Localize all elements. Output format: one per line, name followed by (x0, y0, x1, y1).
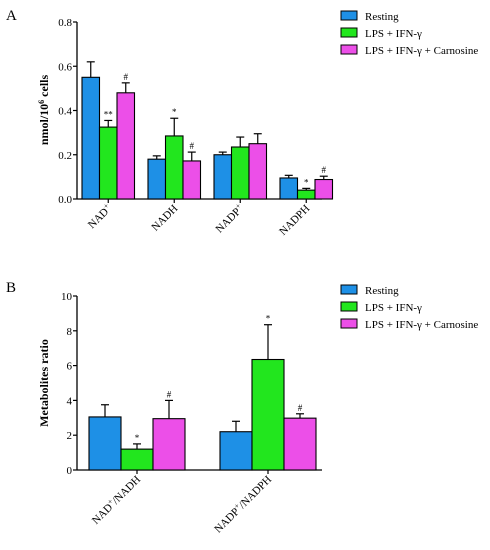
panel-b-bar (251, 358, 285, 471)
panel-b-significance-mark: # (167, 389, 172, 399)
panel-a-x-tick-label: NADP+ (212, 201, 247, 236)
panel-a-legend-swatch (340, 27, 358, 38)
panel-a-bar (314, 178, 334, 200)
panel-a-bar (213, 154, 233, 200)
panel-a-bar (81, 76, 101, 200)
panel-b-significance-mark: * (135, 433, 140, 443)
panel-a-plot: 0.0 0.2 0.4 0.6 0.8 NAD+ NADH NADP+ NADPH ** # * # * # (58, 17, 334, 238)
panel-b-bar (120, 448, 154, 471)
panel-b-y-tick-label: 8 (67, 326, 73, 338)
panel-a-y-tick-label: 0.4 (58, 106, 72, 118)
panel-a-legend-label: LPS + IFN-γ + Carnosine (365, 45, 478, 57)
panel-a-bar (279, 177, 299, 200)
panel-a-y-axis-label: nmol/106 cells (37, 75, 52, 146)
panel-a-legend: Resting LPS + IFN-γ LPS + IFN-γ + Carnosin… (340, 10, 478, 57)
panel-b-legend-label: LPS + IFN-γ + Carnosine (365, 319, 478, 331)
panel-b-bar (219, 431, 253, 471)
panel-b-plot: 0 2 4 6 8 10 NAD+/NADH NADP+/NADPH * # * # (61, 291, 322, 535)
panel-b-significance-mark: * (266, 314, 271, 324)
panel-b: B Metabolites ratio 0 2 4 6 8 10 NAD+/NADH NADP… (6, 280, 478, 535)
panel-b-bar (152, 418, 186, 471)
panel-b-y-tick-label: 4 (67, 395, 73, 407)
panel-a-y-tick-label: 0.2 (58, 150, 72, 162)
panel-a-x-tick-label: NADH (149, 203, 180, 234)
panel-a-bar (182, 160, 202, 200)
panel-b-legend-label: LPS + IFN-γ (365, 302, 422, 314)
panel-a-legend-label: Resting (365, 11, 399, 23)
panel-a-bar (116, 92, 136, 200)
panel-b-y-tick-label: 6 (67, 361, 73, 373)
panel-b-legend: Resting LPS + IFN-γ LPS + IFN-γ + Carnosin… (340, 284, 478, 331)
panel-b-label: B (6, 280, 16, 296)
panel-a-bar (296, 189, 316, 200)
panel-a-label: A (6, 8, 17, 24)
panel-b-significance-mark: # (298, 403, 303, 413)
panel-b-y-tick-label: 10 (61, 291, 73, 303)
panel-a-bar (248, 143, 268, 200)
panel-b-bar (283, 417, 317, 471)
panel-b-y-axis-label: Metabolites ratio (37, 339, 51, 427)
panel-a-significance-mark: * (304, 177, 309, 187)
panel-a-x-tick-label: NAD+ (84, 201, 115, 232)
panel-b-legend-swatch (340, 318, 358, 329)
panel-a-x-tick-label: NADPH (277, 203, 312, 238)
panel-b-x-tick-label: NAD+/NADH (88, 472, 143, 527)
panel-b-y-tick-label: 0 (67, 465, 73, 477)
panel-a-y-tick-label: 0.6 (58, 61, 72, 73)
panel-a-bar (230, 146, 250, 200)
panel-a-significance-mark: # (124, 72, 129, 82)
panel-b-legend-swatch (340, 301, 358, 312)
panel-a-significance-mark: # (322, 165, 327, 175)
panel-a: A nmol/106 cells 0.0 0.2 0.4 0.6 0.8 NAD+ NADH… (6, 8, 478, 238)
panel-a-bar (147, 158, 167, 200)
panel-a-y-tick-label: 0.8 (58, 17, 72, 29)
panel-b-y-tick-label: 2 (67, 430, 73, 442)
panel-a-significance-mark: * (172, 107, 177, 117)
panel-a-significance-mark: # (190, 141, 195, 151)
panel-a-legend-swatch (340, 44, 358, 55)
panel-b-x-tick-label: NADP+/NADPH (211, 472, 275, 536)
panel-a-bar (98, 126, 118, 200)
panel-a-y-tick-label: 0.0 (58, 194, 72, 206)
panel-a-legend-swatch (340, 10, 358, 21)
panel-a-legend-label: LPS + IFN-γ (365, 28, 422, 40)
panel-b-legend-label: Resting (365, 285, 399, 297)
panel-a-bar (164, 135, 184, 200)
panel-b-legend-swatch (340, 284, 358, 295)
panel-a-significance-mark: ** (104, 109, 114, 119)
panel-b-bar (88, 416, 122, 471)
